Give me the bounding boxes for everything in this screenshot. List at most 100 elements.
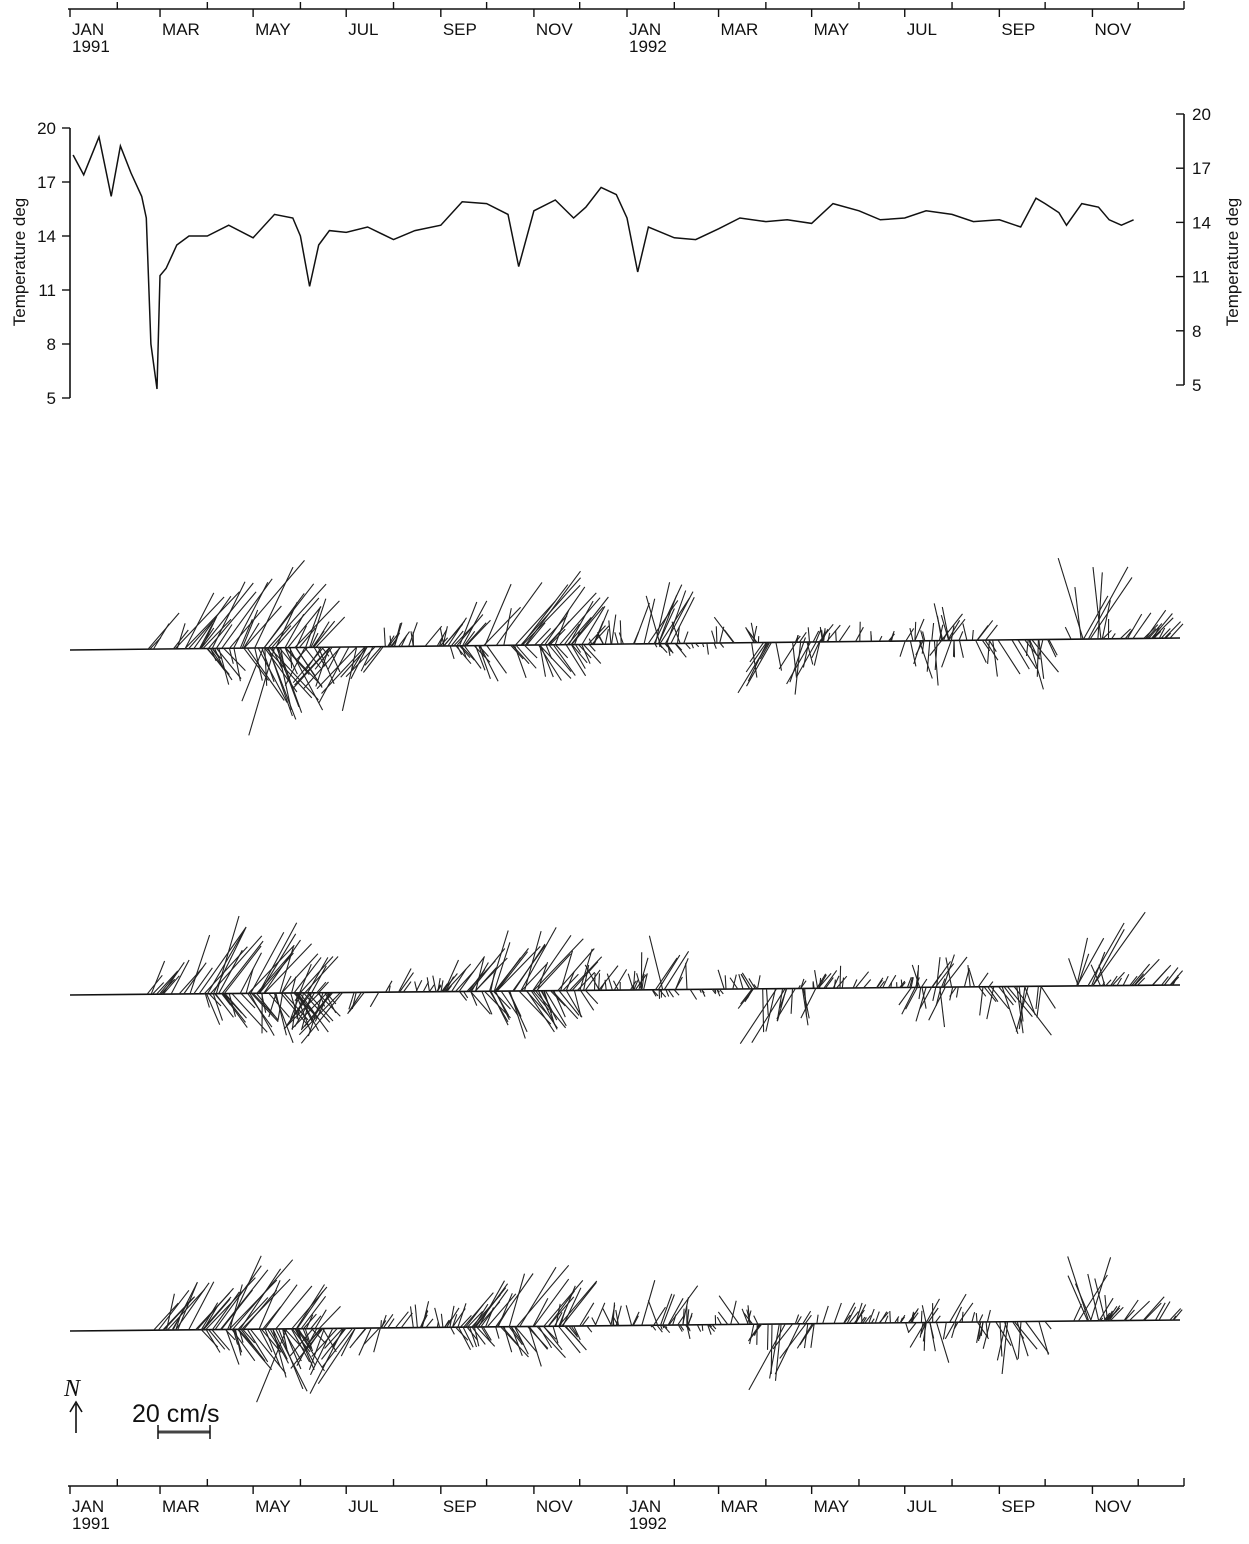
current-vector (677, 1324, 683, 1332)
current-vector (399, 972, 414, 993)
current-vector (677, 1315, 685, 1326)
current-vector (243, 622, 260, 649)
current-vector (1123, 1299, 1139, 1321)
current-vector (613, 1317, 619, 1326)
current-vector (158, 971, 179, 995)
current-vector (814, 970, 819, 989)
current-vector (560, 950, 574, 991)
current-vector (223, 647, 246, 671)
vector-legend: N 20 cm/s (63, 1376, 220, 1439)
current-vector (552, 1326, 559, 1344)
current-vector (958, 640, 964, 658)
current-vector (746, 1309, 752, 1325)
current-vector (689, 989, 698, 1000)
current-vector (563, 623, 580, 646)
current-vector (854, 1309, 865, 1324)
bottom-axis-tick-label: NOV (1094, 1497, 1132, 1516)
current-vector (172, 629, 189, 650)
current-vector (304, 956, 339, 994)
current-vector (462, 1326, 474, 1348)
current-vector (934, 640, 938, 671)
current-vector (537, 990, 558, 1030)
current-vector (193, 967, 213, 995)
current-vector (986, 986, 995, 1020)
current-vector (229, 560, 305, 649)
current-vector (302, 1313, 317, 1330)
current-vector (183, 962, 207, 995)
current-vector (489, 990, 509, 1023)
current-vector (932, 987, 937, 1002)
current-vector (826, 624, 841, 643)
current-vector (449, 1305, 455, 1328)
current-vector (446, 985, 452, 992)
current-vector (724, 975, 727, 990)
current-vector (1047, 639, 1057, 658)
current-vector (922, 631, 926, 641)
current-vector (543, 1280, 584, 1327)
current-vector (456, 645, 463, 656)
current-vector (239, 618, 253, 649)
current-vector (496, 1308, 509, 1328)
current-vector (687, 1312, 693, 1326)
current-vector (800, 988, 817, 1019)
current-vector (823, 970, 838, 989)
temperature-right-tick-label: 17 (1192, 159, 1211, 178)
current-vector (228, 648, 234, 664)
current-vector (258, 1280, 281, 1330)
current-vector (1129, 975, 1138, 986)
temperature-right-ylabel: Temperature deg (1223, 198, 1242, 327)
current-vector (633, 979, 639, 991)
current-vector (275, 601, 298, 649)
current-vector (1087, 566, 1129, 640)
current-vector (206, 993, 221, 1025)
current-vector (202, 618, 232, 649)
current-vector (225, 1329, 240, 1365)
current-vector (289, 647, 293, 669)
bottom-axis-year-label: 1992 (629, 1514, 667, 1533)
current-vector (1161, 976, 1169, 986)
current-vector (941, 606, 950, 641)
current-vector (381, 1314, 387, 1329)
current-vector (228, 1279, 278, 1330)
current-vector (779, 988, 788, 1008)
current-vector (985, 624, 998, 641)
current-vector (988, 639, 997, 652)
current-vector (803, 637, 807, 643)
current-vector (584, 964, 600, 991)
current-vector (408, 622, 418, 647)
current-vector (751, 642, 758, 678)
current-vector (193, 595, 232, 650)
current-vector (982, 1321, 991, 1349)
current-vector (1101, 600, 1111, 639)
north-arrow (69, 1400, 83, 1433)
current-vector (1015, 986, 1029, 1032)
current-vector (584, 969, 601, 991)
current-vector (559, 597, 601, 646)
current-vector (538, 1326, 553, 1349)
current-vector (176, 623, 186, 649)
current-vector (579, 948, 593, 991)
current-vector (493, 990, 511, 1010)
current-vector (636, 973, 642, 991)
current-vector (495, 1326, 500, 1339)
current-vector (1129, 1300, 1150, 1321)
current-vector (282, 1328, 288, 1350)
current-vector (258, 952, 294, 994)
current-vector (878, 1312, 889, 1324)
current-vector (1170, 976, 1180, 986)
current-vector (473, 1326, 480, 1347)
current-vector (440, 1313, 444, 1328)
current-vector (929, 640, 942, 656)
current-vector (632, 970, 636, 990)
current-vector (565, 644, 587, 677)
current-vector (919, 1322, 924, 1338)
current-vector (269, 647, 319, 701)
current-vector (746, 642, 772, 687)
current-vector (890, 982, 893, 988)
current-vector (1132, 612, 1152, 639)
current-vector (586, 1325, 593, 1333)
current-vector (598, 973, 601, 991)
current-vector (907, 1322, 917, 1334)
current-vector (675, 643, 683, 651)
current-vector (458, 956, 486, 992)
